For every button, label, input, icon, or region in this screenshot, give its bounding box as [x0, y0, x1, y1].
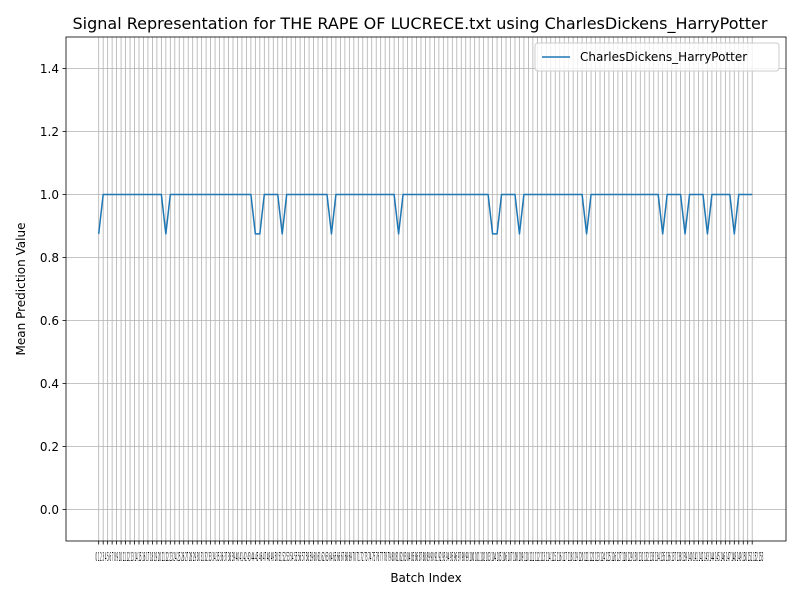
- series-line: [97, 193, 753, 235]
- y-tick-label: 0.0: [40, 503, 59, 517]
- y-tick-label: 1.0: [40, 188, 59, 202]
- y-tick-label: 0.4: [40, 377, 59, 391]
- series-layer: [97, 193, 753, 235]
- y-axis: 0.0 0.2 0.4 0.6 0.8 1.0 1.2 1.4: [40, 62, 66, 517]
- chart-title: Signal Representation for THE RAPE OF LU…: [73, 14, 768, 34]
- x-axis-label: Batch Index: [390, 571, 461, 585]
- y-tick-label: 0.2: [40, 440, 59, 454]
- y-tick-label: 0.8: [40, 251, 59, 265]
- y-axis-label: Mean Prediction Value: [14, 223, 28, 356]
- x-tick-labels: 0 1 2 3 4 5 6 7 8 9 10 11 12 13 14 15 16…: [96, 550, 764, 564]
- legend-box: [534, 42, 780, 72]
- plot-frame: [65, 36, 787, 542]
- y-tick-label: 1.4: [40, 62, 59, 76]
- y-tick-label: 0.6: [40, 314, 59, 328]
- y-tick-label: 1.2: [40, 125, 59, 139]
- grid: [66, 37, 786, 541]
- legend-label: CharlesDickens_HarryPotter: [580, 50, 747, 64]
- x-axis: [98, 541, 753, 545]
- legend: CharlesDickens_HarryPotter: [534, 42, 780, 72]
